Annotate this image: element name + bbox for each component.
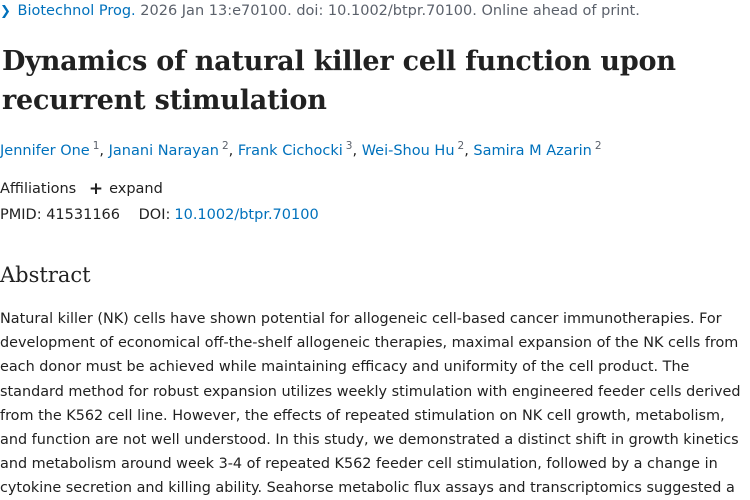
doi-link[interactable]: 10.1002/btpr.70100 [174,207,319,223]
chevron-right-icon: ❯ [0,4,11,19]
affiliation-number[interactable]: 2 [457,140,465,152]
affiliation-number[interactable]: 1 [92,140,100,152]
pmid-value: 41531166 [46,207,121,223]
citation-details: 2026 Jan 13:e70100. doi: 10.1002/btpr.70… [135,3,640,19]
identifiers-row: PMID: 41531166 DOI: 10.1002/btpr.70100 [0,207,319,223]
affiliation-number[interactable]: 3 [345,140,353,152]
author-link[interactable]: Samira M Azarin [473,143,592,159]
doi-label: DOI: [138,207,171,223]
affiliations-row: Affiliations + expand [0,179,163,199]
affiliation-number[interactable]: 2 [594,140,602,152]
author-list: Jennifer One 1, Janani Narayan 2, Frank Ci… [0,140,602,159]
affiliations-label: Affiliations [0,181,77,197]
expand-label: expand [109,181,163,197]
affiliation-number[interactable]: 2 [221,140,229,152]
author-link[interactable]: Jennifer One [0,143,90,159]
author-link[interactable]: Wei-Shou Hu [361,143,455,159]
pmid-label: PMID: [0,207,42,223]
abstract-text: Natural killer (NK) cells have shown pot… [0,311,741,497]
article-title: Dynamics of natural killer cell function… [2,46,676,116]
journal-link[interactable]: Biotechnol Prog. [17,3,136,19]
author-link[interactable]: Janani Narayan [108,143,219,159]
author-link[interactable]: Frank Cichocki [237,143,343,159]
abstract-heading: Abstract [0,263,91,287]
plus-icon: + [88,179,104,199]
expand-affiliations-button[interactable]: + expand [88,179,163,199]
citation-line: ❯ Biotechnol Prog. 2026 Jan 13:e70100. d… [0,3,640,19]
